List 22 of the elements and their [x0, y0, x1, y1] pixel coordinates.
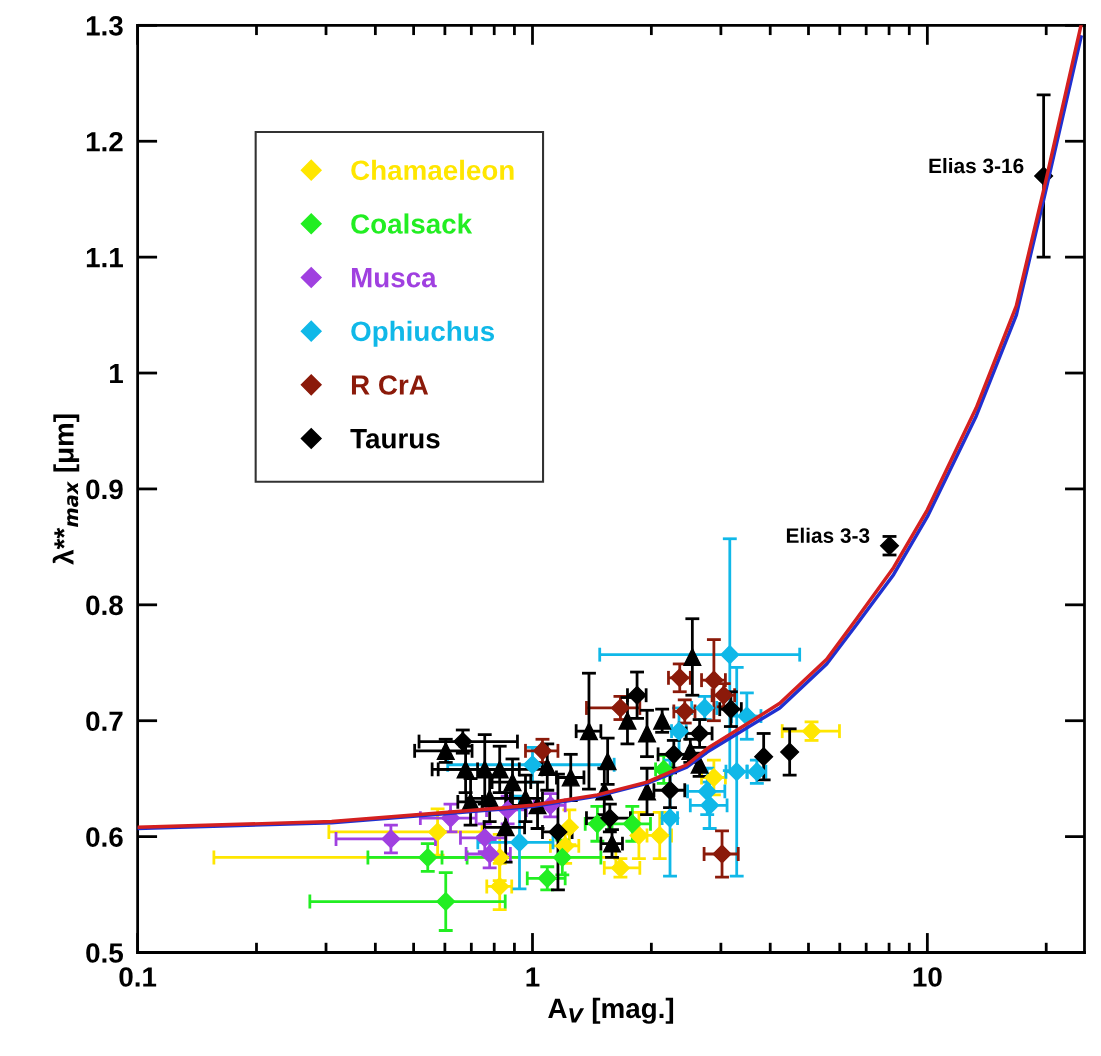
x-axis-title: A$_{V}$ [mag.] [548, 997, 674, 1024]
legend-label: Chamaeleon [351, 159, 514, 181]
y-tick-label: 1.2 [86, 131, 123, 152]
legend-label: Taurus [350, 429, 440, 449]
x-tick-label: 0.1 [119, 967, 157, 987]
y-tick-label: 1.1 [86, 248, 123, 268]
legend-label: Musca [351, 268, 437, 288]
y-tick-label: 0.9 [86, 479, 123, 500]
legend-label: Ophiuchus [351, 320, 495, 347]
annotation: Elias 3-16 [929, 157, 1024, 174]
y-tick-label: 0.7 [86, 711, 123, 732]
y-tick-label: 0.8 [86, 595, 123, 616]
legend-label: Coalsack [351, 213, 473, 234]
annotation: Elias 3-3 [786, 527, 870, 544]
legend-label: R CrA [351, 375, 429, 395]
y-tick-label: 0.6 [86, 827, 123, 847]
y-tick-label: 1 [110, 363, 123, 384]
y-axis-title: λ**$_{max}$ [μm] [52, 414, 80, 565]
y-tick-label: 1.3 [86, 16, 123, 36]
x-tick-label: 10 [913, 967, 942, 987]
x-tick-label: 1 [526, 967, 540, 987]
y-tick-label: 0.5 [86, 943, 123, 963]
